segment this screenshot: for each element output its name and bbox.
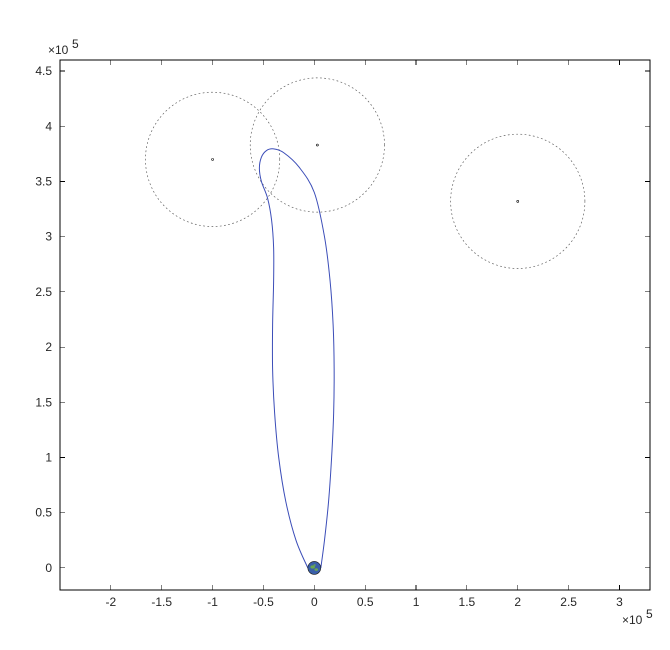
y-tick-label: 4.5 xyxy=(35,64,52,78)
svg-text:5: 5 xyxy=(72,37,79,51)
x-tick-label: -0.5 xyxy=(253,595,274,609)
x-tick-label: 0.5 xyxy=(357,595,374,609)
y-tick-label: 3 xyxy=(45,230,52,244)
y-tick-label: 0.5 xyxy=(35,506,52,520)
plot-container: -2 -1.5 -1 -0.5 0 0.5 1 1.5 2 2.5 3 0 0.5 1 1.5 2 2.5 3 3.… xyxy=(0,0,670,650)
svg-text:×10: ×10 xyxy=(48,43,69,57)
x-tick-label: 1.5 xyxy=(459,595,476,609)
x-tick-label: -1 xyxy=(207,595,218,609)
y-tick-label: 2.5 xyxy=(35,285,52,299)
y-tick-label: 4 xyxy=(45,119,52,133)
x-tick-label: 1 xyxy=(413,595,420,609)
y-tick-label: 2 xyxy=(45,340,52,354)
x-tick-label: 2.5 xyxy=(560,595,577,609)
svg-text:5: 5 xyxy=(646,607,653,621)
trajectory-plot: -2 -1.5 -1 -0.5 0 0.5 1 1.5 2 2.5 3 0 0.5 1 1.5 2 2.5 3 3.… xyxy=(0,0,670,650)
earth-icon xyxy=(308,561,321,574)
y-tick-label: 0 xyxy=(45,561,52,575)
x-tick-label: -1.5 xyxy=(151,595,172,609)
y-tick-label: 3.5 xyxy=(35,174,52,188)
x-tick-label: 3 xyxy=(616,595,623,609)
x-tick-label: -2 xyxy=(106,595,117,609)
x-tick-label: 2 xyxy=(514,595,521,609)
y-tick-label: 1.5 xyxy=(35,395,52,409)
x-tick-label: 0 xyxy=(311,595,318,609)
svg-text:×10: ×10 xyxy=(622,613,643,627)
y-tick-label: 1 xyxy=(45,451,52,465)
